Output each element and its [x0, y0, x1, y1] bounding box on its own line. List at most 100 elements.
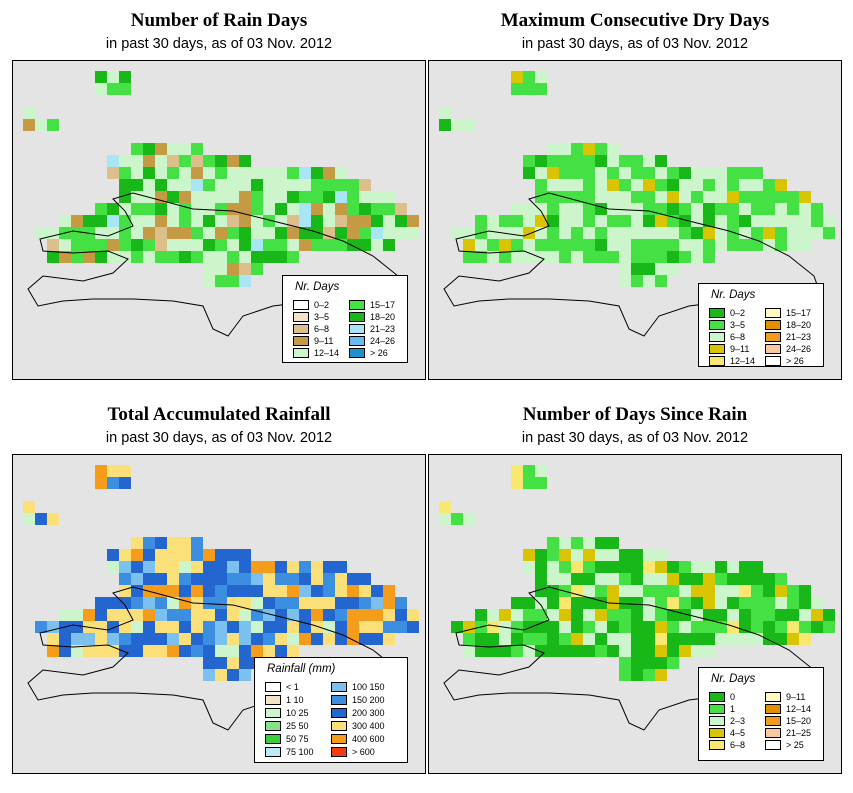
- panel-subtitle: in past 30 days, as of 03 Nov. 2012: [105, 430, 333, 446]
- map-cell: [475, 251, 487, 263]
- map-cell: [643, 669, 655, 681]
- legend-item: 2–3: [709, 714, 745, 726]
- map-cell: [571, 215, 583, 227]
- legend-item: 0–2: [293, 298, 329, 310]
- map-cell: [191, 191, 203, 203]
- map-cell: [751, 203, 763, 215]
- map-cell: [215, 263, 227, 275]
- legend-item: 150 200: [331, 693, 385, 705]
- map-cell: [59, 215, 71, 227]
- map-cell: [143, 227, 155, 239]
- map-cell: [383, 227, 395, 239]
- map-cell: [787, 621, 799, 633]
- map-cell: [215, 239, 227, 251]
- map-cell: [155, 215, 167, 227]
- map-cell: [275, 215, 287, 227]
- map-cell: [107, 477, 119, 489]
- map-cell: [299, 179, 311, 191]
- legend-swatch: [293, 323, 309, 334]
- map-cell: [335, 203, 347, 215]
- map-cell: [287, 191, 299, 203]
- map-cell: [383, 215, 395, 227]
- map-cell: [323, 191, 335, 203]
- legend-item: < 1: [265, 680, 299, 692]
- map-cell: [263, 621, 275, 633]
- map-cell: [107, 621, 119, 633]
- legend-item: > 26: [765, 354, 804, 366]
- map-cell: [775, 215, 787, 227]
- map-cell: [155, 645, 167, 657]
- map-cell: [71, 227, 83, 239]
- map-cell: [655, 621, 667, 633]
- legend-swatch: [265, 746, 281, 757]
- map-cell: [715, 633, 727, 645]
- map-cell: [119, 573, 131, 585]
- map-cell: [631, 657, 643, 669]
- map-cell: [287, 203, 299, 215]
- map-cell: [215, 215, 227, 227]
- map-cell: [511, 227, 523, 239]
- map-cell: [547, 597, 559, 609]
- map-cell: [119, 71, 131, 83]
- map-cell: [691, 573, 703, 585]
- map-cell: [655, 609, 667, 621]
- map-cell: [775, 227, 787, 239]
- legend-label: 24–26: [786, 343, 812, 354]
- map-cell: [607, 191, 619, 203]
- legend-swatch: [765, 331, 781, 342]
- map-cell: [47, 227, 59, 239]
- map-cell: [263, 215, 275, 227]
- map-cell: [511, 83, 523, 95]
- map-cell: [763, 609, 775, 621]
- map-cell: [119, 155, 131, 167]
- legend-label: 0: [730, 691, 736, 702]
- map-cell: [371, 203, 383, 215]
- map-cell: [535, 83, 547, 95]
- map-cell: [643, 561, 655, 573]
- map-cell: [703, 633, 715, 645]
- map-cell: [179, 251, 191, 263]
- map-cell: [763, 633, 775, 645]
- map-cell: [239, 669, 251, 681]
- legend-label: 15–20: [786, 715, 812, 726]
- map-cell: [155, 251, 167, 263]
- map-cell: [535, 465, 547, 477]
- map-cell: [559, 549, 571, 561]
- map-cell: [499, 609, 511, 621]
- map-cell: [407, 609, 419, 621]
- legend-label: 24–26: [370, 335, 396, 346]
- map-cell: [655, 275, 667, 287]
- map-cell: [607, 251, 619, 263]
- map-cell: [703, 227, 715, 239]
- map-cell: [715, 597, 727, 609]
- map-cell: [263, 609, 275, 621]
- map-cell: [239, 227, 251, 239]
- map-cell: [631, 203, 643, 215]
- map-cell: [395, 203, 407, 215]
- map-cell: [287, 179, 299, 191]
- legend-label: 50 75: [286, 733, 309, 744]
- map-cell: [547, 573, 559, 585]
- legend-swatch: [331, 694, 347, 705]
- map-cell: [299, 609, 311, 621]
- map-cell: [763, 227, 775, 239]
- map-cell: [799, 621, 811, 633]
- map-cell: [739, 215, 751, 227]
- panel-subtitle: in past 30 days, as of 03 Nov. 2012: [521, 36, 749, 52]
- map-cell: [643, 549, 655, 561]
- map-cell: [547, 179, 559, 191]
- map-cell: [335, 597, 347, 609]
- map-cell: [547, 167, 559, 179]
- map-cell: [371, 239, 383, 251]
- map-cell: [383, 585, 395, 597]
- map-cell: [215, 561, 227, 573]
- map-cell: [179, 167, 191, 179]
- map-cell: [155, 155, 167, 167]
- map-cell: [215, 573, 227, 585]
- map-cell: [619, 549, 631, 561]
- map-cell: [83, 609, 95, 621]
- map-cell: [715, 179, 727, 191]
- map-cell: [763, 597, 775, 609]
- map-cell: [619, 155, 631, 167]
- map-cell: [167, 203, 179, 215]
